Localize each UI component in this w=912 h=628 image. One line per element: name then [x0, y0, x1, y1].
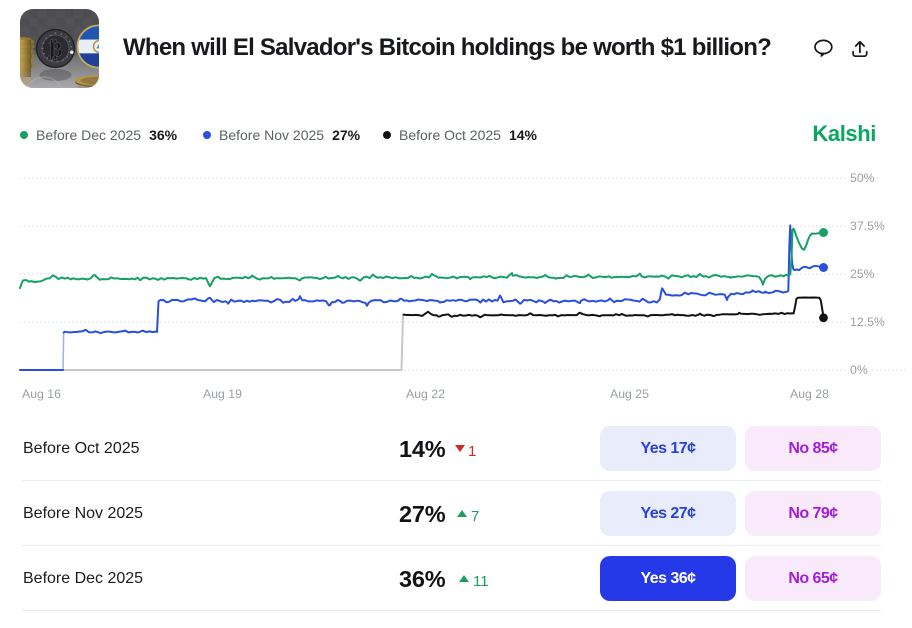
svg-text:25%: 25%	[850, 267, 875, 281]
svg-text:12.5%: 12.5%	[850, 315, 885, 329]
svg-text:0%: 0%	[850, 363, 868, 377]
svg-text:Aug 19: Aug 19	[203, 387, 242, 401]
svg-text:Aug 16: Aug 16	[22, 387, 61, 401]
svg-text:₿: ₿	[48, 37, 62, 61]
svg-text:37.5%: 37.5%	[850, 219, 885, 233]
svg-text:Aug 25: Aug 25	[610, 387, 649, 401]
svg-text:50%: 50%	[850, 171, 875, 185]
svg-text:Aug 28: Aug 28	[790, 387, 829, 401]
svg-text:Aug 22: Aug 22	[406, 387, 445, 401]
